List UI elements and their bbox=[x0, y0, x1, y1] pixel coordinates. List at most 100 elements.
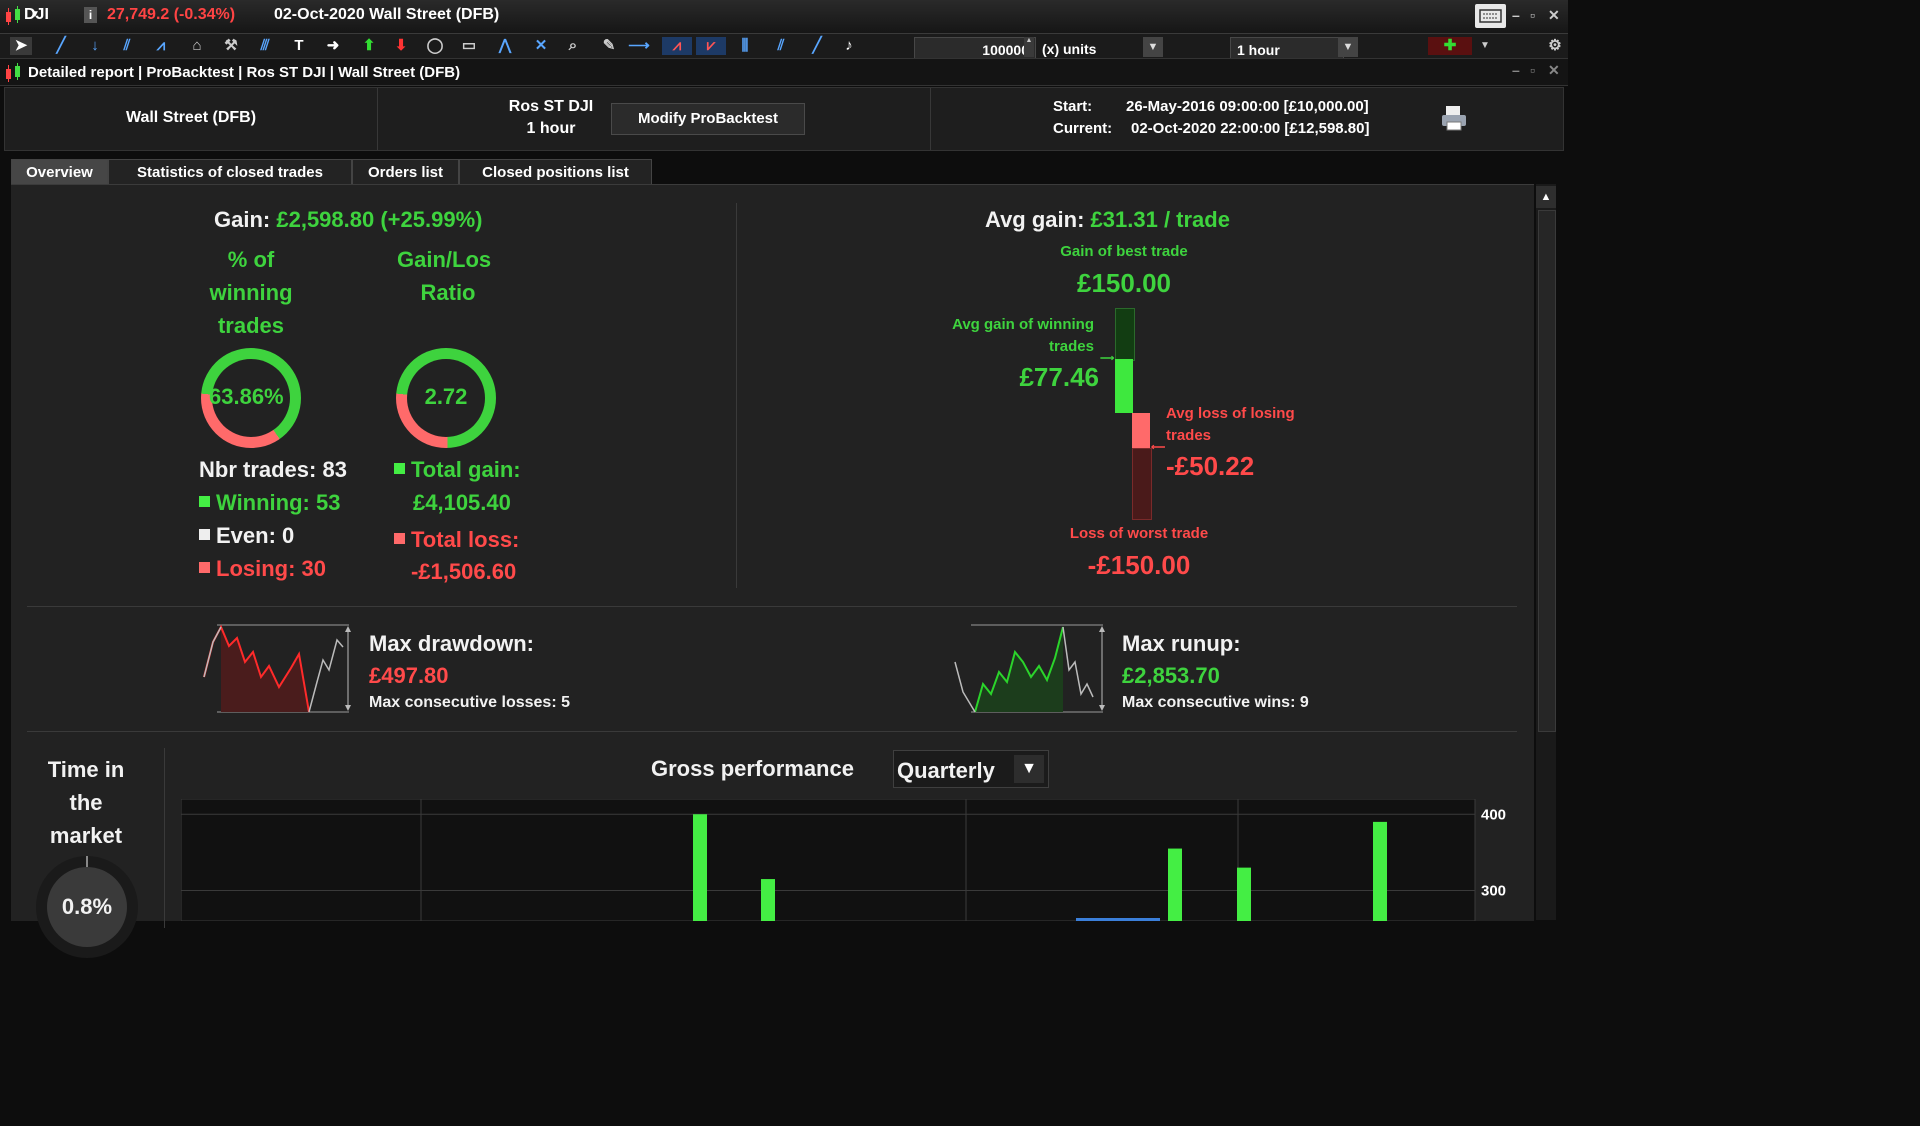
tab-overview[interactable]: Overview bbox=[11, 159, 108, 185]
modify-probacktest-button[interactable]: Modify ProBacktest bbox=[611, 103, 805, 135]
avg-win-value: £77.46 bbox=[1019, 362, 1099, 392]
y-tick-label: 300 bbox=[1481, 883, 1506, 900]
tab-statistics[interactable]: Statistics of closed trades bbox=[108, 159, 352, 185]
even-count-text: Even: 0 bbox=[216, 523, 295, 548]
report-minimize-button[interactable]: – bbox=[1512, 62, 1520, 78]
add-indicator-icon[interactable]: ✚ bbox=[1428, 37, 1472, 55]
report-restore-button[interactable]: ▫ bbox=[1530, 62, 1535, 78]
rectangle-icon[interactable]: ▭ bbox=[461, 37, 477, 54]
vertical-scrollbar[interactable]: ▲ bbox=[1536, 184, 1556, 920]
arrow-down-icon[interactable]: ⬇ bbox=[394, 37, 408, 54]
max-consecutive-wins: Max consecutive wins: 9 bbox=[1122, 694, 1309, 711]
minimize-button[interactable]: – bbox=[1512, 7, 1520, 23]
best-trade-bar bbox=[1115, 308, 1135, 361]
total-loss-value: -£1,506.60 bbox=[411, 559, 517, 584]
winning-pct-value: 63.86% bbox=[209, 384, 284, 409]
print-icon[interactable] bbox=[1439, 104, 1469, 132]
time-in-market-ring: 0.8% bbox=[36, 856, 138, 958]
best-trade-value: £150.00 bbox=[1077, 268, 1171, 298]
y-tick-label: 400 bbox=[1481, 806, 1506, 823]
text-tool-icon[interactable]: T bbox=[294, 37, 304, 54]
ruler-icon[interactable]: ✎ bbox=[602, 37, 616, 54]
perf-marker bbox=[1076, 918, 1160, 921]
quantity-input[interactable]: 100000 bbox=[914, 37, 1036, 58]
time-in-market-line: market bbox=[49, 823, 123, 848]
histogram-icon[interactable]: ⫼ bbox=[741, 37, 749, 54]
channel-icon[interactable]: ⩘ bbox=[156, 37, 166, 54]
line-tool-icon[interactable]: ╱ bbox=[56, 37, 66, 54]
winning-count-text: Winning: 53 bbox=[216, 490, 341, 515]
report-window-title: Detailed report | ProBacktest | Ros ST D… bbox=[28, 64, 461, 81]
best-trade-label: Gain of best trade bbox=[1060, 243, 1188, 260]
ratio-title-line: Gain/Los bbox=[397, 247, 492, 272]
settings-icon[interactable]: ⚙ bbox=[1548, 37, 1562, 54]
indicator-chart-icon[interactable]: ⩘ bbox=[662, 37, 692, 55]
pitchfork-icon[interactable]: ⋀ bbox=[498, 37, 512, 54]
losing-count: Losing: 30 bbox=[199, 556, 326, 582]
ratio-title-line: Ratio bbox=[420, 280, 476, 305]
arrow-up-icon[interactable]: ⬆ bbox=[362, 37, 376, 54]
time-in-market-value: 0.8% bbox=[61, 894, 113, 919]
backtest-info-bar: Wall Street (DFB) Ros ST DJI 1 hour Modi… bbox=[4, 87, 1564, 151]
cross-icon[interactable]: ✕ bbox=[534, 37, 548, 54]
title-date-market: 02-Oct-2020 Wall Street (DFB) bbox=[274, 6, 500, 23]
ratio-value: 2.72 bbox=[424, 384, 468, 409]
pen-icon[interactable]: ╱ bbox=[812, 37, 822, 54]
horizontal-line-icon[interactable]: ⟶ bbox=[628, 37, 650, 54]
restore-button[interactable]: ▫ bbox=[1530, 7, 1535, 23]
divider bbox=[164, 748, 165, 928]
runup-sparkline-icon bbox=[954, 624, 1105, 713]
arrow-right-icon[interactable]: ➜ bbox=[326, 37, 340, 54]
tab-closed-positions[interactable]: Closed positions list bbox=[459, 159, 652, 185]
divider bbox=[930, 88, 931, 150]
start-label: Start: bbox=[1053, 98, 1093, 115]
add-indicator-dropdown-icon[interactable]: ▼ bbox=[1480, 40, 1490, 51]
chevron-down-icon[interactable]: ▼ bbox=[1014, 755, 1044, 783]
gross-performance-chart: 400 300 bbox=[181, 799, 1506, 921]
gain-label: Gain: bbox=[214, 207, 271, 232]
max-runup-value: £2,853.70 bbox=[1122, 663, 1220, 688]
ratio-title: Gain/Los Ratio bbox=[397, 243, 499, 309]
info-icon[interactable]: i bbox=[84, 7, 97, 23]
worst-trade-bar bbox=[1132, 448, 1152, 520]
scrollbar-thumb[interactable] bbox=[1538, 210, 1556, 732]
fibonacci-icon[interactable]: ⫻ bbox=[260, 37, 270, 54]
tab-orders-list[interactable]: Orders list bbox=[352, 159, 459, 185]
magnifier-icon[interactable]: ⌕ bbox=[568, 37, 578, 54]
report-window-bar: Detailed report | ProBacktest | Ros ST D… bbox=[0, 59, 1568, 86]
trend-lines-icon[interactable]: ⫽ bbox=[123, 37, 131, 54]
report-close-button[interactable]: ✕ bbox=[1548, 62, 1560, 78]
current-label: Current: bbox=[1053, 120, 1113, 137]
regression-icon[interactable]: ⫽ bbox=[777, 37, 785, 54]
alert-bell-icon[interactable]: ♪ bbox=[845, 37, 853, 54]
keyboard-icon[interactable] bbox=[1475, 4, 1506, 28]
winning-pct-title: % of winning trades bbox=[191, 243, 311, 342]
timeframe-select[interactable]: 1 hour bbox=[1230, 37, 1344, 58]
indicator-chart-icon-2[interactable]: ⩗ bbox=[696, 37, 726, 55]
close-button[interactable]: ✕ bbox=[1548, 7, 1560, 23]
nbr-trades: Nbr trades: 83 bbox=[199, 457, 347, 482]
strategy-timeframe: 1 hour bbox=[526, 120, 576, 137]
pointer-icon[interactable]: ➤ bbox=[10, 37, 32, 55]
start-value: 26-May-2016 09:00:00 [£10,000.00] bbox=[1126, 98, 1369, 115]
scroll-up-icon[interactable]: ▲ bbox=[1536, 186, 1556, 208]
perf-bar bbox=[1168, 848, 1182, 921]
period-select[interactable]: Quarterly ▼ bbox=[893, 750, 1049, 788]
max-drawdown-value: £497.80 bbox=[369, 663, 449, 688]
symbol-name[interactable]: DJI bbox=[24, 6, 49, 23]
avg-loss-label-line: Avg loss of losing bbox=[1166, 405, 1295, 422]
timeframe-dropdown-icon[interactable]: ▼ bbox=[1338, 37, 1358, 57]
tools-icon[interactable]: ⚒ bbox=[224, 37, 238, 54]
bank-icon[interactable]: ⌂ bbox=[192, 37, 202, 54]
perf-bar bbox=[761, 879, 775, 921]
quantity-stepper[interactable]: ▲ bbox=[1024, 37, 1034, 57]
units-label: (x) units bbox=[1042, 41, 1097, 57]
vertical-line-icon[interactable]: ↓ bbox=[91, 37, 99, 54]
gain-loss-ratio-ring: 2.72 bbox=[396, 348, 496, 448]
max-drawdown-label: Max drawdown: bbox=[369, 631, 535, 656]
gain-summary: Gain: £2,598.80 (+25.99%) bbox=[214, 207, 482, 233]
ellipse-icon[interactable]: ◯ bbox=[426, 37, 444, 54]
divider bbox=[27, 606, 1517, 607]
units-dropdown-icon[interactable]: ▼ bbox=[1143, 37, 1163, 57]
symbol-dropdown-icon[interactable]: ▼ bbox=[30, 9, 40, 20]
